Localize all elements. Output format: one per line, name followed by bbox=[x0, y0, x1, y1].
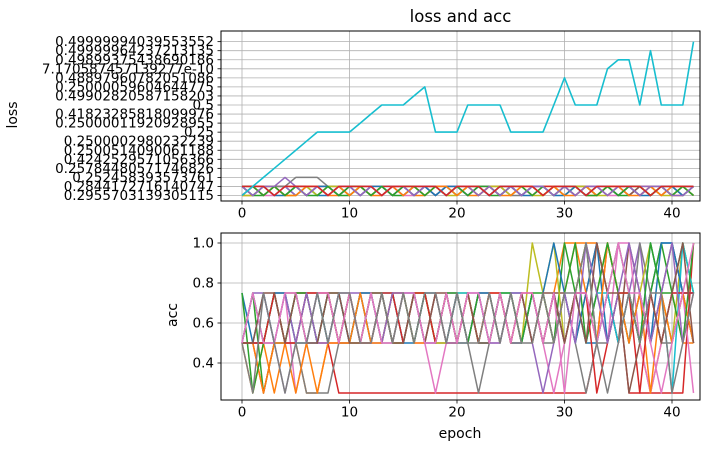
loss-y-tick-label: 0.25 bbox=[184, 125, 214, 141]
loss-y-tick-label: 0.2500002980232239 bbox=[64, 134, 214, 150]
acc-series-line bbox=[241, 242, 694, 394]
acc-plot-frame bbox=[220, 232, 701, 401]
loss-y-tick-label: 0.2955703139305115 bbox=[64, 188, 214, 204]
loss-y-tick-label: 0.25000059604644775 bbox=[55, 79, 214, 95]
acc-series-line bbox=[241, 242, 695, 394]
loss-series-line bbox=[242, 185, 694, 197]
loss-y-tick-label: 0.2844172716140747 bbox=[64, 179, 214, 195]
loss-series-line bbox=[241, 185, 694, 197]
loss-y-tick-label: 0.25000011920928955 bbox=[55, 116, 214, 132]
acc-y-tick-label: 1.0 bbox=[193, 236, 214, 252]
loss-y-tick-label: 0.252458393573761 bbox=[72, 170, 214, 186]
acc-series-line bbox=[242, 242, 695, 394]
loss-series-line bbox=[242, 185, 694, 197]
loss-series-line bbox=[241, 185, 694, 197]
acc-series-line bbox=[242, 242, 695, 394]
loss-series-line bbox=[241, 185, 694, 197]
loss-y-tick-label: 0.49899375438690186 bbox=[55, 52, 214, 68]
acc-series-line bbox=[242, 242, 695, 394]
acc-chart: 0 10 20 30 40 0.4 0.6 0.8 1.0 bbox=[193, 232, 701, 421]
loss-y-tick-label: 0.49999994039553552 bbox=[55, 34, 214, 50]
rising-loss-line bbox=[241, 41, 695, 197]
loss-series-line bbox=[241, 185, 694, 197]
loss-y-tick-label: 7.170587457139277e-10 bbox=[42, 61, 214, 77]
acc-x-tick-label: 40 bbox=[663, 405, 680, 421]
acc-series-line bbox=[242, 242, 695, 394]
acc-y-tick-label: 0.8 bbox=[193, 276, 214, 292]
loss-x-tick-label: 10 bbox=[341, 206, 358, 222]
acc-x-tick-label: 0 bbox=[238, 405, 247, 421]
loss-series-line bbox=[241, 185, 694, 197]
epoch-axis-label: epoch bbox=[438, 426, 482, 442]
loss-y-tick-label: 0.25784480571746826 bbox=[55, 161, 214, 177]
loss-plot-frame bbox=[220, 30, 701, 202]
acc-series-line bbox=[242, 242, 695, 394]
acc-series-line bbox=[241, 242, 695, 394]
loss-y-tick-label: 0.41823285818099976 bbox=[55, 107, 214, 123]
acc-series-line bbox=[241, 242, 695, 394]
loss-series-line bbox=[242, 185, 694, 197]
loss-x-tick-label: 40 bbox=[663, 206, 680, 222]
loss-y-tick-label: 0.4242529571056366 bbox=[64, 152, 214, 168]
loss-x-tick-label: 20 bbox=[448, 206, 465, 222]
loss-y-tick-label: 0.49902820587158203 bbox=[55, 88, 214, 104]
acc-x-tick-label: 20 bbox=[448, 405, 465, 421]
loss-series-line bbox=[241, 185, 694, 197]
acc-series-line bbox=[241, 242, 695, 394]
acc-series-line bbox=[242, 242, 695, 394]
loss-y-tick-label: 0.5 bbox=[193, 98, 214, 114]
acc-x-tick-label: 10 bbox=[341, 405, 358, 421]
acc-y-tick-label: 0.6 bbox=[193, 316, 214, 332]
chart-title: loss and acc bbox=[409, 7, 512, 26]
acc-series-line bbox=[242, 242, 694, 394]
loss-y-tick-label: 0.49999964237213135 bbox=[55, 43, 214, 59]
loss-chart: 0 10 20 30 40 0.29557031393051150.28441727161… bbox=[42, 30, 701, 222]
loss-series-line bbox=[242, 185, 694, 197]
loss-y-tick-label: 0.48897960782051086 bbox=[55, 70, 214, 86]
loss-series-line bbox=[241, 185, 694, 197]
loss-x-tick-label: 30 bbox=[556, 206, 573, 222]
acc-y-tick-label: 0.4 bbox=[193, 356, 214, 372]
acc-series-line bbox=[241, 242, 695, 394]
loss-x-tick-label: 0 bbox=[238, 206, 247, 222]
acc-x-tick-label: 30 bbox=[556, 405, 573, 421]
loss-y-tick-label: 0.2500514090061188 bbox=[64, 143, 214, 159]
